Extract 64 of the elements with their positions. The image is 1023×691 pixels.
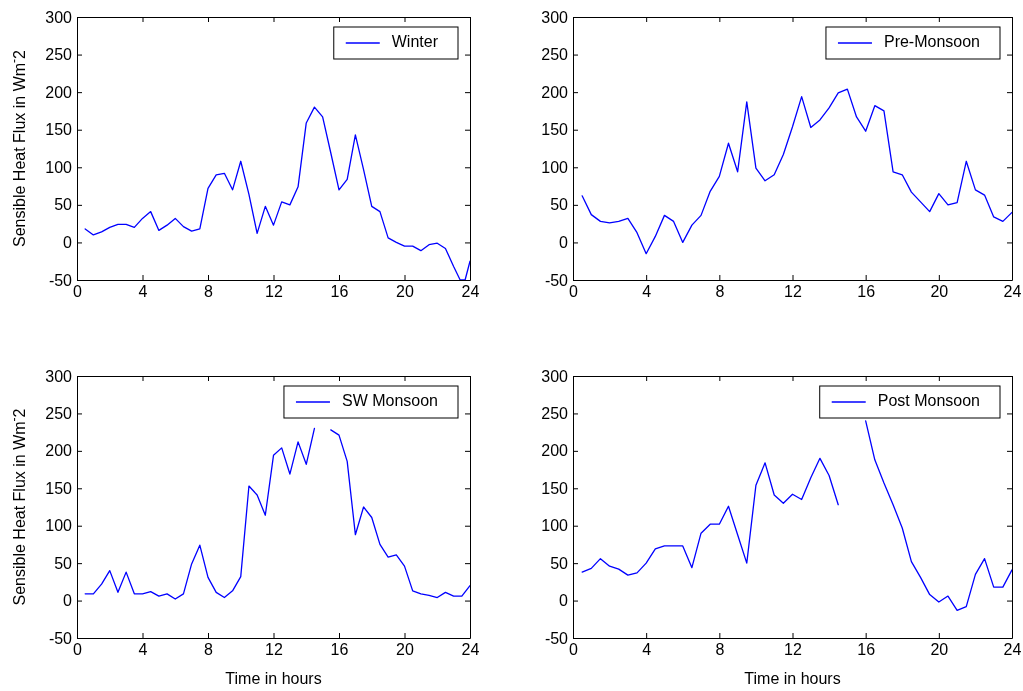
x-tick-label: 20 xyxy=(396,283,414,301)
legend-label: Post Monsoon xyxy=(877,392,980,410)
line-series xyxy=(581,88,1013,255)
x-axis-title: Time in hours xyxy=(744,670,841,687)
line-series xyxy=(84,106,471,281)
y-tick-label: 200 xyxy=(541,442,569,460)
x-tick-label: 24 xyxy=(1003,283,1022,301)
x-tick-label: 24 xyxy=(1003,641,1022,659)
y-tick-label: -50 xyxy=(48,629,73,647)
y-tick-label: 200 xyxy=(541,83,569,101)
y-tick-label: -50 xyxy=(544,629,569,647)
y-tick-label: 100 xyxy=(541,158,569,176)
x-tick-label: 8 xyxy=(204,283,214,301)
x-tick-label: 16 xyxy=(857,283,876,301)
y-tick-label: 150 xyxy=(45,479,73,497)
x-tick-label: 16 xyxy=(330,641,349,659)
y-tick-label: 50 xyxy=(54,554,73,572)
y-tick-label: 0 xyxy=(63,592,73,610)
x-tick-label: 8 xyxy=(715,641,725,659)
y-tick-label: 0 xyxy=(559,234,569,252)
y-tick-label: 50 xyxy=(550,554,569,572)
y-tick-label: 150 xyxy=(541,121,569,139)
y-tick-label: 300 xyxy=(541,367,569,385)
x-axis-title: Time in hours xyxy=(225,670,322,687)
y-tick-label: 300 xyxy=(45,367,73,385)
x-tick-label: 20 xyxy=(396,641,414,659)
y-tick-label: 150 xyxy=(45,121,73,139)
x-tick-label: 8 xyxy=(204,641,214,659)
x-tick-label: 4 xyxy=(642,283,652,301)
y-tick-label: 200 xyxy=(45,442,73,460)
legend-label: Winter xyxy=(391,33,439,51)
y-tick-label: -50 xyxy=(48,271,73,289)
x-tick-label: 4 xyxy=(642,641,652,659)
y-tick-label: 300 xyxy=(541,8,569,26)
x-tick-label: 8 xyxy=(715,283,725,301)
y-tick-label: 50 xyxy=(550,196,569,214)
x-tick-label: 12 xyxy=(265,641,283,659)
y-tick-label: 200 xyxy=(45,83,73,101)
x-tick-label: 24 xyxy=(461,641,480,659)
legend-label: Pre-Monsoon xyxy=(883,33,980,51)
y-tick-label: 250 xyxy=(541,46,569,64)
x-tick-label: 16 xyxy=(330,283,349,301)
y-tick-label: 100 xyxy=(45,517,73,535)
legend-label: SW Monsoon xyxy=(341,392,438,410)
x-tick-label: 20 xyxy=(930,283,949,301)
y-tick-label: 0 xyxy=(559,592,569,610)
y-tick-label: 300 xyxy=(45,8,73,26)
y-tick-label: 250 xyxy=(45,46,73,64)
x-tick-label: 16 xyxy=(857,641,876,659)
x-tick-label: 12 xyxy=(784,283,802,301)
y-tick-label: 150 xyxy=(541,479,569,497)
y-tick-label: 250 xyxy=(45,405,73,423)
x-tick-label: 24 xyxy=(461,283,480,301)
x-tick-label: 4 xyxy=(138,283,148,301)
y-tick-label: 100 xyxy=(45,158,73,176)
y-tick-label: -50 xyxy=(544,271,569,289)
x-tick-label: 12 xyxy=(784,641,802,659)
x-tick-label: 20 xyxy=(930,641,949,659)
y-tick-label: 50 xyxy=(54,196,73,214)
x-tick-label: 4 xyxy=(138,641,148,659)
y-tick-label: 0 xyxy=(63,234,73,252)
x-tick-label: 12 xyxy=(265,283,283,301)
y-tick-label: 250 xyxy=(541,405,569,423)
y-tick-label: 100 xyxy=(541,517,569,535)
